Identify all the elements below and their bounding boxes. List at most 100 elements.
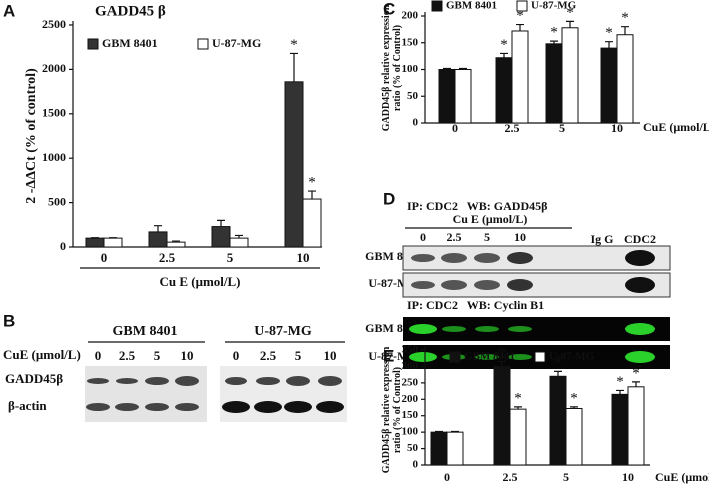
legend-label: GBM 8401 bbox=[464, 351, 515, 363]
significance-mark: * bbox=[632, 365, 640, 381]
y-tick-label: 0 bbox=[413, 459, 419, 471]
y-tick-label: 150 bbox=[402, 36, 419, 48]
bar bbox=[561, 27, 579, 124]
significance-mark: * bbox=[616, 374, 624, 390]
significance-mark: * bbox=[498, 345, 506, 361]
y-tick-label: 250 bbox=[402, 376, 419, 388]
error-bar bbox=[154, 225, 162, 232]
lane-label: 5 bbox=[154, 348, 161, 363]
error-bar bbox=[500, 52, 508, 58]
lane-label: Ig G bbox=[590, 232, 613, 246]
panel-letter: E bbox=[383, 346, 394, 365]
error-bar bbox=[554, 370, 562, 377]
bar bbox=[446, 431, 464, 466]
bar bbox=[438, 69, 456, 124]
bar bbox=[549, 375, 567, 466]
legend-swatch bbox=[431, 0, 443, 12]
group-label: U-87-MG bbox=[254, 324, 312, 339]
x-tick-label: 2.5 bbox=[505, 121, 520, 135]
x-tick-label: 0 bbox=[101, 250, 108, 265]
bar bbox=[511, 30, 529, 124]
x-tick-label: 10 bbox=[297, 250, 310, 265]
bar bbox=[430, 431, 448, 466]
y-axis-label: GADD45β relative expression bbox=[381, 346, 392, 473]
legend-label: GBM 8401 bbox=[446, 0, 497, 12]
x-tick-label: 5 bbox=[227, 250, 234, 265]
error-bar bbox=[570, 406, 578, 409]
legend-swatch bbox=[449, 351, 461, 363]
legend-swatch bbox=[87, 38, 99, 50]
y-tick-label: 1500 bbox=[42, 106, 66, 120]
significance-mark: * bbox=[621, 10, 629, 26]
error-bar bbox=[616, 389, 624, 395]
error-bar bbox=[550, 40, 558, 44]
y-tick-label: 200 bbox=[402, 393, 419, 405]
error-bar bbox=[605, 41, 613, 49]
x-axis-label: CuE (μmol/L) bbox=[655, 470, 709, 484]
error-bar bbox=[451, 430, 459, 433]
significance-mark: * bbox=[550, 25, 558, 41]
error-bar bbox=[443, 67, 451, 70]
bar bbox=[454, 69, 472, 124]
y-tick-label: 0 bbox=[413, 117, 419, 129]
significance-mark: * bbox=[605, 25, 613, 41]
lane-label: 0 bbox=[233, 348, 240, 363]
panel-b: B GBM 8401 U-87-MG CuE (μmol/L) 0 2.5 5 … bbox=[3, 311, 347, 422]
chart-title: GADD45 β bbox=[95, 3, 166, 19]
error-bar bbox=[308, 190, 316, 200]
lane-label: 10 bbox=[514, 230, 526, 244]
error-bar bbox=[459, 67, 467, 70]
bar bbox=[85, 237, 105, 248]
y-axis-label: ratio (% of Control) bbox=[392, 25, 403, 111]
blot-title: IP: CDC2 WB: GADD45β bbox=[407, 199, 547, 213]
bar bbox=[148, 231, 168, 248]
lane-label: 10 bbox=[181, 348, 194, 363]
error-bar bbox=[621, 26, 629, 35]
x-axis-label: Cu E (μmol/L) bbox=[159, 274, 240, 289]
y-tick-label: 50 bbox=[407, 442, 419, 454]
blot-bands bbox=[411, 250, 655, 293]
legend-label: U-87-MG bbox=[212, 36, 261, 50]
significance-mark: * bbox=[308, 174, 316, 190]
bar bbox=[229, 237, 249, 248]
lane-label: CDC2 bbox=[624, 232, 656, 246]
x-tick-label: 10 bbox=[622, 470, 634, 484]
significance-mark: * bbox=[516, 8, 524, 24]
y-tick-label: 0 bbox=[60, 239, 66, 253]
bar bbox=[302, 198, 322, 248]
row-label: GADD45β bbox=[5, 371, 63, 386]
lane-label: 5 bbox=[484, 230, 490, 244]
error-bar bbox=[235, 234, 243, 239]
bar bbox=[495, 57, 513, 124]
error-bar bbox=[435, 430, 443, 433]
x-tick-label: 2.5 bbox=[503, 470, 518, 484]
panel-letter: A bbox=[3, 1, 15, 20]
error-bar bbox=[632, 381, 640, 387]
y-tick-label: 2000 bbox=[42, 61, 66, 75]
bar bbox=[166, 241, 186, 248]
blot-title: IP: CDC2 WB: Cyclin B1 bbox=[407, 298, 544, 312]
bar bbox=[545, 43, 563, 124]
row-label: β-actin bbox=[8, 398, 47, 413]
panel-d: D IP: CDC2 WB: GADD45β Cu E (μmol/L) 0 2… bbox=[365, 189, 671, 369]
bar bbox=[103, 237, 123, 248]
significance-mark: * bbox=[566, 5, 574, 21]
lane-label: 0 bbox=[95, 348, 102, 363]
y-tick-label: 1000 bbox=[42, 150, 66, 164]
bar bbox=[284, 81, 304, 248]
y-tick-label: 50 bbox=[407, 90, 419, 102]
significance-mark: * bbox=[500, 37, 508, 53]
bar bbox=[211, 226, 231, 248]
x-tick-label: 2.5 bbox=[159, 250, 176, 265]
legend-swatch bbox=[197, 38, 209, 50]
blot-bands bbox=[86, 376, 344, 413]
y-tick-label: 2500 bbox=[42, 17, 66, 31]
significance-mark: * bbox=[570, 390, 578, 406]
significance-mark: * bbox=[290, 37, 298, 53]
x-tick-label: 5 bbox=[563, 470, 569, 484]
legend-label: GBM 8401 bbox=[102, 36, 158, 50]
bar bbox=[600, 47, 618, 124]
x-axis-label: CuE (μmol/L) bbox=[643, 120, 709, 134]
significance-mark: * bbox=[514, 390, 522, 406]
y-tick-label: 100 bbox=[402, 426, 419, 438]
